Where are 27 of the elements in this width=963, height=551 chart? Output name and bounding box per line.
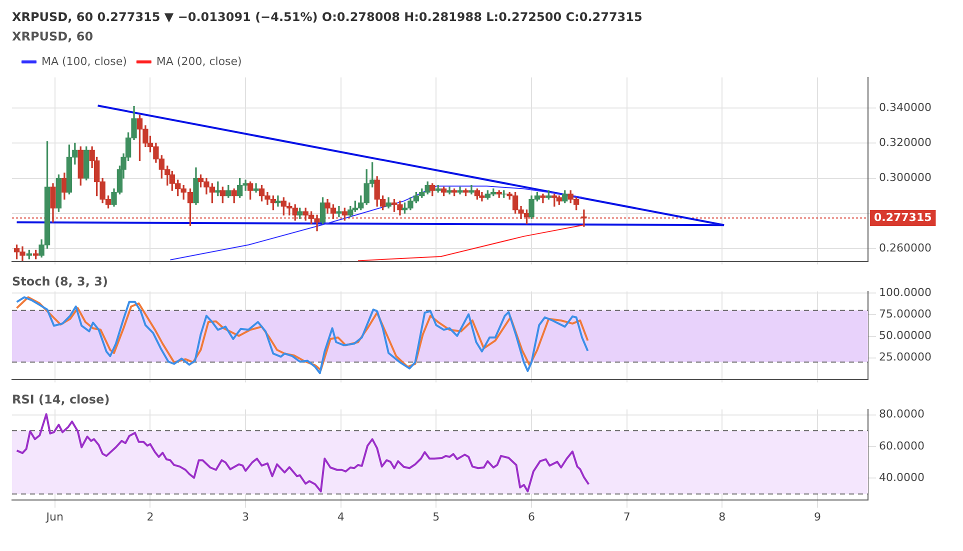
y-tick-label: 0.340000 [879,100,932,114]
x-tick-label: 2 [146,510,154,524]
y-tick-label: 100.0000 [879,286,932,299]
chart-title: RSI (14, close) [12,392,110,406]
x-tick-label: 4 [337,510,344,524]
x-tick-label: 3 [242,510,250,524]
x-tick-label: 6 [528,510,536,524]
legend-label: MA (100, close) [42,54,127,68]
y-tick-label: 60.0000 [879,439,924,452]
x-tick-label: 9 [814,510,821,524]
ref-line-label: 0.277315 [874,210,932,224]
chart-title: XRPUSD, 60 [12,29,94,44]
x-tick-label: 5 [432,510,440,524]
x-tick-label: 8 [718,510,726,524]
y-tick-label: 75.00000 [879,308,932,321]
y-tick-label: 25.00000 [879,350,932,364]
y-tick-label: 80.0000 [879,408,924,421]
y-tick-label: 0.320000 [879,136,932,150]
x-tick-label: Jun [45,510,64,524]
y-tick-label: 50.00000 [879,329,932,342]
y-tick-label: 0.300000 [879,171,932,184]
legend-label: MA (200, close) [156,54,242,68]
chart-title: Stoch (8, 3, 3) [12,274,108,288]
y-tick-label: 0.260000 [879,241,932,254]
y-tick-label: 40.0000 [879,470,924,484]
chart-subtitle: XRPUSD, 60 0.277315 ▼ −0.013091 (−4.51%) O:0.278008 H:0.281988 L:0.272500 C:0.277315 [11,9,644,26]
x-tick-label: 7 [623,510,630,524]
